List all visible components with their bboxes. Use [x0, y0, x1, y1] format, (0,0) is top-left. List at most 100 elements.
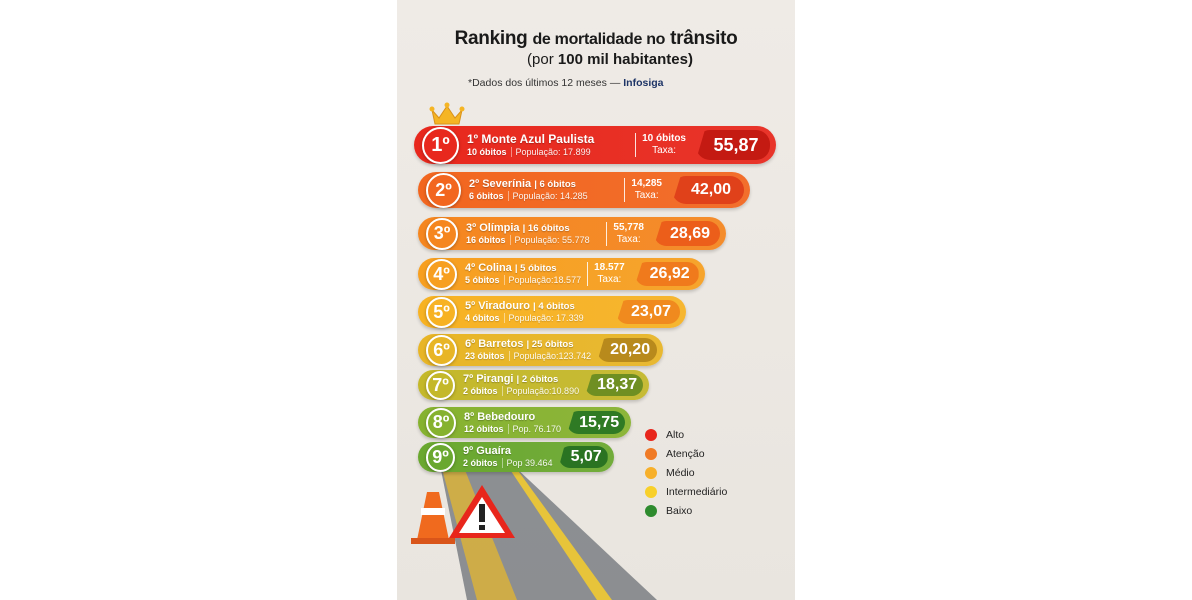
population: População:10.890: [501, 386, 580, 397]
city-name: 5º Viradouro | 4 óbitos: [465, 300, 584, 313]
city-text: 6º Barretos | 25 óbitos 23 óbitos Populaç…: [465, 338, 592, 362]
rate-number: 18,37: [597, 376, 638, 393]
city-name: 1º Monte Azul Paulista: [467, 132, 594, 146]
deaths-count: 12 óbitos: [464, 423, 504, 434]
city-text: 7º Pirangi | 2 óbitos 2 óbitos População:…: [463, 373, 580, 397]
crown-icon: [429, 102, 465, 125]
rate-number: 20,20: [610, 341, 651, 358]
city-deaths-extra: | 2 óbitos: [516, 374, 559, 385]
rate-label: Taxa:: [634, 190, 659, 201]
warning-icon: [449, 485, 515, 538]
rank-number: 1º: [431, 133, 450, 156]
rank-badge: 1º: [422, 126, 459, 164]
rate-value: 28,69: [654, 221, 720, 246]
deaths-count: 5 óbitos: [465, 275, 500, 286]
rate-value: 42,00: [672, 176, 744, 204]
subtitle-bold: 100 mil habitantes): [557, 51, 693, 68]
rank-badge: 3º: [426, 217, 458, 250]
population: População: 17.339: [503, 313, 584, 324]
road-illustration: [411, 450, 657, 600]
population: População: 17.899: [510, 146, 591, 157]
city-name-text: 8º Bebedouro: [464, 410, 536, 423]
rank-badge: 6º: [426, 334, 457, 366]
rank-number: 3º: [433, 223, 451, 243]
legend-label: Baixo: [666, 505, 693, 517]
city-name: 4º Colina | 5 óbitos: [465, 262, 581, 275]
city-text: 5º Viradouro | 4 óbitos 4 óbitos Populaçã…: [465, 300, 584, 324]
rank-number: 7º: [432, 374, 449, 395]
rate-number: 28,69: [669, 224, 711, 242]
city-details: 5 óbitos População:18.577: [465, 275, 582, 286]
city-text: 1º Monte Azul Paulista 10 óbitos Populaçã…: [467, 132, 594, 157]
rate-value: 55,87: [696, 130, 770, 160]
city-name-text: 6º Barretos: [465, 338, 524, 350]
city-details: 6 óbitos População: 14.285: [469, 191, 588, 202]
rank-badge: 2º: [426, 172, 461, 208]
ranking-row: 3º 3º Olímpia | 16 óbitos 16 óbitos Popul…: [418, 217, 726, 250]
city-name-text: 2º Severínia: [469, 178, 532, 190]
subtitle: (por 100 mil habitantes): [397, 51, 795, 68]
city-name: 8º Bebedouro: [464, 411, 561, 424]
city-details: 12 óbitos Pop. 76.170: [464, 423, 562, 435]
city-text: 8º Bebedouro 12 óbitos Pop. 76.170: [464, 411, 562, 435]
title: Ranking de mortalidade no trânsito: [397, 28, 795, 50]
rank-number: 6º: [433, 339, 450, 360]
legend-dot-icon: [645, 448, 657, 460]
population: População: 14.285: [507, 191, 588, 202]
rate-info: 14,285 Taxa:: [624, 178, 668, 202]
legend-dot-icon: [645, 467, 657, 479]
population: População:18.577: [503, 275, 582, 286]
city-details: 23 óbitos População:123.742: [465, 351, 592, 362]
rate-label: Taxa:: [597, 274, 622, 285]
title-mid: de mortalidade no: [532, 31, 666, 48]
ranking-row: 6º 6º Barretos | 25 óbitos 23 óbitos Popu…: [418, 334, 664, 366]
legend-dot-icon: [645, 429, 657, 441]
deaths-count: 4 óbitos: [465, 313, 500, 324]
city-text: 9º Guaíra 2 óbitos Pop 39.464: [463, 445, 553, 469]
rank-badge: 4º: [426, 258, 457, 290]
source-note: *Dados dos últimos 12 meses — Infosiga: [468, 77, 664, 89]
city-name: 6º Barretos | 25 óbitos: [465, 338, 591, 351]
rate-label: Taxa:: [652, 145, 676, 156]
rank-badge: 7º: [426, 370, 455, 400]
city-name: 9º Guaíra: [463, 445, 553, 458]
rate-info: 55,778 Taxa:: [606, 221, 650, 246]
legend-label: Atenção: [666, 448, 705, 460]
city-details: 10 óbitos População: 17.899: [467, 146, 594, 158]
deaths-count: 6 óbitos: [469, 191, 504, 202]
deaths-count: 2 óbitos: [463, 458, 498, 469]
deaths-count: 10 óbitos: [467, 146, 507, 157]
city-deaths-extra: | 25 óbitos: [526, 339, 574, 350]
city-deaths-extra: | 5 óbitos: [514, 263, 557, 274]
city-name: 2º Severínia | 6 óbitos: [469, 178, 588, 191]
traffic-cone-icon: [411, 492, 455, 544]
ranking-row: 1º 1º Monte Azul Paulista 10 óbitos Popul…: [414, 126, 776, 164]
road-edge-line: [497, 450, 612, 600]
city-details: 16 óbitos População: 55.778: [466, 234, 590, 246]
rate-value: 15,75: [567, 411, 626, 434]
legend-item: Alto: [645, 429, 684, 441]
deaths-count: 16 óbitos: [466, 234, 506, 245]
rate-value: 18,37: [585, 374, 644, 396]
rank-badge: 9º: [426, 442, 455, 472]
city-text: 2º Severínia | 6 óbitos 6 óbitos Populaçã…: [469, 178, 588, 202]
rate-number: 55,87: [713, 134, 759, 155]
legend-label: Médio: [666, 467, 695, 479]
city-details: 4 óbitos População: 17.339: [465, 313, 584, 324]
city-deaths-extra: | 4 óbitos: [533, 301, 575, 312]
rank-number: 8º: [432, 412, 450, 432]
rate-info: 18.577 Taxa:: [587, 262, 631, 286]
city-name: 7º Pirangi | 2 óbitos: [463, 373, 579, 386]
population: População: 55.778: [509, 234, 590, 245]
city-name-text: 3º Olímpia: [466, 221, 520, 234]
rate-label: Taxa:: [616, 233, 641, 245]
rate-info: 10 óbitos Taxa:: [635, 133, 692, 157]
ranking-row: 8º 8º Bebedouro 12 óbitos Pop. 76.170 15,…: [418, 407, 632, 438]
city-deaths-extra: | 6 óbitos: [534, 179, 576, 190]
infographic-poster: Ranking de mortalidade no trânsito (por …: [397, 0, 795, 600]
rate-number: 5,07: [570, 448, 602, 465]
legend-item: Baixo: [645, 505, 692, 517]
ranking-row: 9º 9º Guaíra 2 óbitos Pop 39.464 5,07: [418, 442, 614, 472]
city-text: 4º Colina | 5 óbitos 5 óbitos População:1…: [465, 262, 582, 286]
city-details: 2 óbitos População:10.890: [463, 386, 580, 397]
